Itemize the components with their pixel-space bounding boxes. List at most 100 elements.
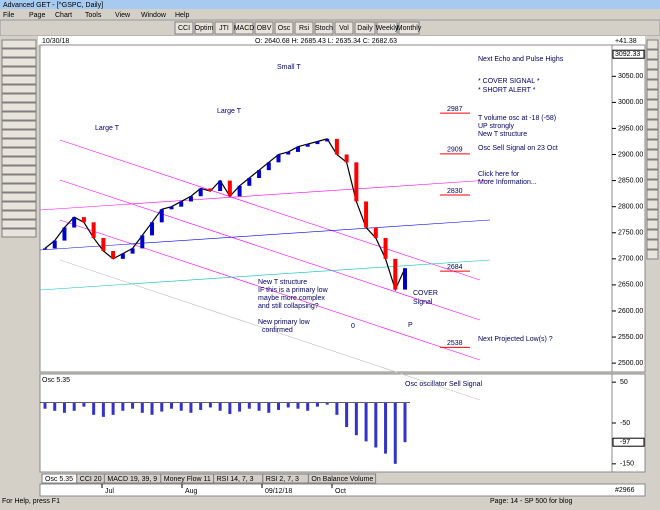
toolbar-button-label: Vol [339,25,349,32]
toolbar-button[interactable] [398,21,420,35]
side-button[interactable] [1,111,37,121]
side-button[interactable] [1,156,37,166]
side-button[interactable] [1,93,37,103]
side-button[interactable] [1,48,37,58]
side-button[interactable] [1,84,37,94]
menu-item[interactable]: View [115,12,131,19]
toolbar-button[interactable] [214,21,234,35]
toolbar-button[interactable] [274,21,294,35]
side-button[interactable] [646,99,659,110]
side-button[interactable] [646,59,659,70]
osc-panel [39,373,613,473]
side-button[interactable] [1,219,37,229]
side-button[interactable] [646,79,659,90]
indicator-tab-label: MACD 19, 39, 9 [107,476,157,483]
osc-bar [277,402,281,410]
side-button[interactable] [1,129,37,139]
menu-item[interactable]: Window [141,12,167,19]
side-button[interactable] [646,159,659,170]
side-button[interactable] [646,209,659,220]
annotation: * SHORT ALERT * [478,87,536,94]
side-button[interactable] [1,120,37,130]
toolbar-button[interactable] [254,21,274,35]
side-button[interactable] [646,39,659,50]
menu-item[interactable]: Chart [55,12,72,19]
side-button[interactable] [646,179,659,190]
toolbar-button[interactable] [194,21,214,35]
menu-item[interactable]: Page [29,12,45,19]
candle [354,162,359,202]
side-button[interactable] [1,39,37,49]
last-price: 3092.33 [615,51,640,58]
side-button[interactable] [1,138,37,148]
side-button[interactable] [646,169,659,180]
side-button[interactable] [1,174,37,184]
side-button[interactable] [646,229,659,240]
side-button[interactable] [646,129,659,140]
indicator-tab-label: RSI 14, 7, 3 [217,476,254,483]
y-tick-label: 3000.00 [618,99,643,106]
side-button[interactable] [646,199,659,210]
candle [72,217,77,228]
side-button[interactable] [646,249,659,260]
candle [188,196,193,202]
side-button[interactable] [646,219,659,230]
level-label: 2538 [447,340,463,347]
toolbar-button[interactable] [314,21,334,35]
candle [130,248,135,254]
annotation: UP strongly [478,123,515,130]
side-button[interactable] [1,228,37,238]
indicator-tab-label: Money Flow 11 [164,476,211,483]
side-button[interactable] [646,139,659,150]
osc-bar [306,402,310,411]
price-axis [611,44,646,373]
toolbar-button[interactable] [354,21,376,35]
toolbar-button[interactable] [174,21,194,35]
side-button[interactable] [1,75,37,85]
side-button[interactable] [1,66,37,76]
side-button[interactable] [1,192,37,202]
menu-item[interactable]: Tools [85,12,102,19]
toolbar-button[interactable] [294,21,314,35]
title-bar [0,0,660,9]
side-button[interactable] [1,57,37,67]
status-bar [0,497,660,505]
toolbar-button[interactable] [334,21,354,35]
side-button[interactable] [646,109,659,120]
side-button[interactable] [1,183,37,193]
osc-bar [199,402,203,410]
toolbar-button[interactable] [234,21,254,35]
annotation: Small T [277,64,301,71]
candle [276,154,281,163]
side-button[interactable] [1,147,37,157]
window-title: Advanced GET - [^GSPC, Daily] [3,2,103,9]
side-button[interactable] [1,102,37,112]
side-button[interactable] [646,149,659,160]
menu-item[interactable]: File [3,12,14,19]
osc-bar [72,402,76,411]
date-label: Oct [335,488,346,495]
y-tick-label: -150 [620,461,634,468]
side-button[interactable] [646,119,659,130]
candle [111,251,116,259]
side-button[interactable] [646,49,659,60]
indicator-tab[interactable] [307,473,377,484]
indicator-tab-label: Osc 5.35 [45,476,73,483]
side-button[interactable] [1,165,37,175]
level-label: 2684 [447,264,463,271]
side-button[interactable] [646,239,659,250]
price-panel [39,44,613,373]
side-button[interactable] [646,189,659,200]
side-button[interactable] [1,210,37,220]
osc-bar [179,402,183,411]
side-button[interactable] [646,89,659,100]
side-button[interactable] [646,69,659,80]
annotation: Next Echo and Pulse Highs [478,56,564,63]
annotation: IF this is a primary low [258,287,329,294]
menu-item[interactable]: Help [175,12,190,19]
side-button[interactable] [1,201,37,211]
candle [305,144,310,147]
toolbar-button[interactable] [376,21,398,35]
level-label: 2830 [447,188,463,195]
